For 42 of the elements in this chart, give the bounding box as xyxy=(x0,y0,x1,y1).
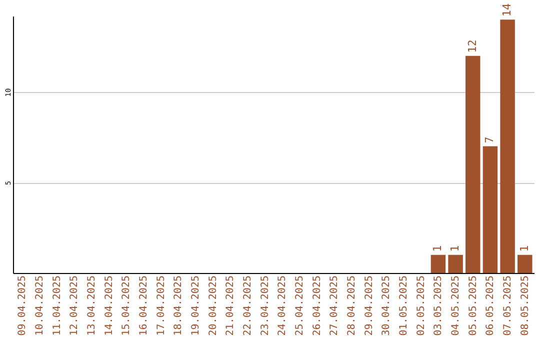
x-tick-label: 13.04.2025 xyxy=(86,276,98,336)
x-tick-label: 08.05.2025 xyxy=(520,276,531,336)
x-tick-label: 30.04.2025 xyxy=(381,276,392,336)
x-tick-label: 14.04.2025 xyxy=(104,276,115,336)
x-tick-label: 03.05.2025 xyxy=(433,276,444,336)
data-label: 7 xyxy=(483,136,496,144)
x-tick-label: 01.05.2025 xyxy=(398,276,410,336)
data-label: 1 xyxy=(448,245,462,252)
data-label: 1 xyxy=(518,245,531,252)
x-tick-label: 18.04.2025 xyxy=(173,276,184,336)
x-tick-label: 09.04.2025 xyxy=(17,276,28,336)
x-tick-label: 16.04.2025 xyxy=(138,276,150,336)
bar xyxy=(518,254,532,273)
x-tick-label: 10.04.2025 xyxy=(34,276,46,336)
x-tick-label: 12.04.2025 xyxy=(69,276,80,336)
bar xyxy=(466,56,480,273)
x-tick-label: 20.04.2025 xyxy=(208,276,219,336)
x-tick-label: 17.04.2025 xyxy=(156,276,167,336)
bar xyxy=(482,146,498,273)
data-label: 1 xyxy=(431,245,444,252)
data-label: 12 xyxy=(466,40,479,53)
x-tick-label: 06.05.2025 xyxy=(485,276,496,336)
x-tick-label: 21.04.2025 xyxy=(225,276,236,336)
x-tick-label: 05.05.2025 xyxy=(468,276,479,336)
bar xyxy=(448,254,463,273)
x-tick-label: 15.04.2025 xyxy=(121,276,132,336)
x-tick-label: 04.05.2025 xyxy=(450,276,462,336)
x-tick-label: 02.05.2025 xyxy=(416,276,427,336)
bar xyxy=(430,254,446,273)
x-tick-label: 25.04.2025 xyxy=(294,276,306,336)
x-tick-label: 19.04.2025 xyxy=(190,276,202,336)
x-tick-label: 27.04.2025 xyxy=(329,276,340,336)
x-tick-label: 26.04.2025 xyxy=(312,276,323,336)
x-tick-label: 28.04.2025 xyxy=(346,276,358,336)
x-tick-label: 24.04.2025 xyxy=(277,276,288,336)
data-label: 14 xyxy=(500,2,514,17)
x-tick-label: 29.04.2025 xyxy=(364,276,375,336)
x-tick-label: 23.04.2025 xyxy=(260,276,271,336)
x-tick-label: 07.05.2025 xyxy=(502,276,514,336)
x-tick-label: 22.04.2025 xyxy=(242,276,254,336)
bar xyxy=(500,20,515,273)
x-tick-label: 11.04.2025 xyxy=(52,276,63,336)
